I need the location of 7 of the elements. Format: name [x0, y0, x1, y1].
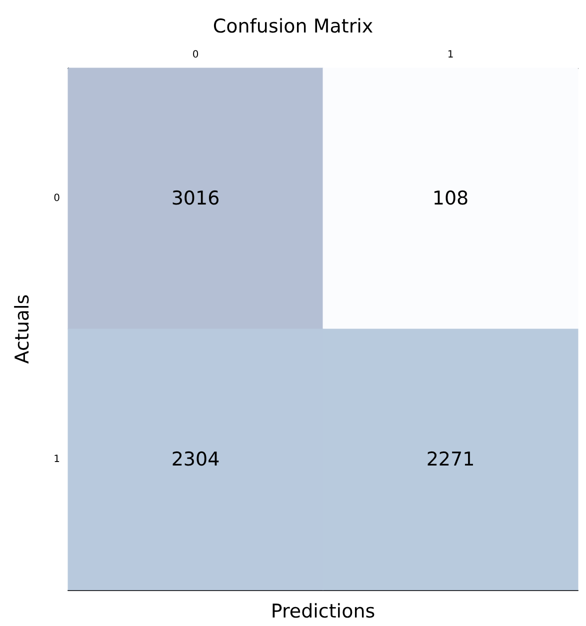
- chart-title: Confusion Matrix: [212, 16, 374, 38]
- data-label: 2271: [426, 448, 475, 470]
- y-axis-title: Actuals: [12, 294, 34, 364]
- x-axis-title: Predictions: [270, 600, 376, 622]
- data-label: 3016: [171, 188, 220, 210]
- data-label: 108: [432, 188, 469, 210]
- data-label: 2304: [171, 448, 220, 470]
